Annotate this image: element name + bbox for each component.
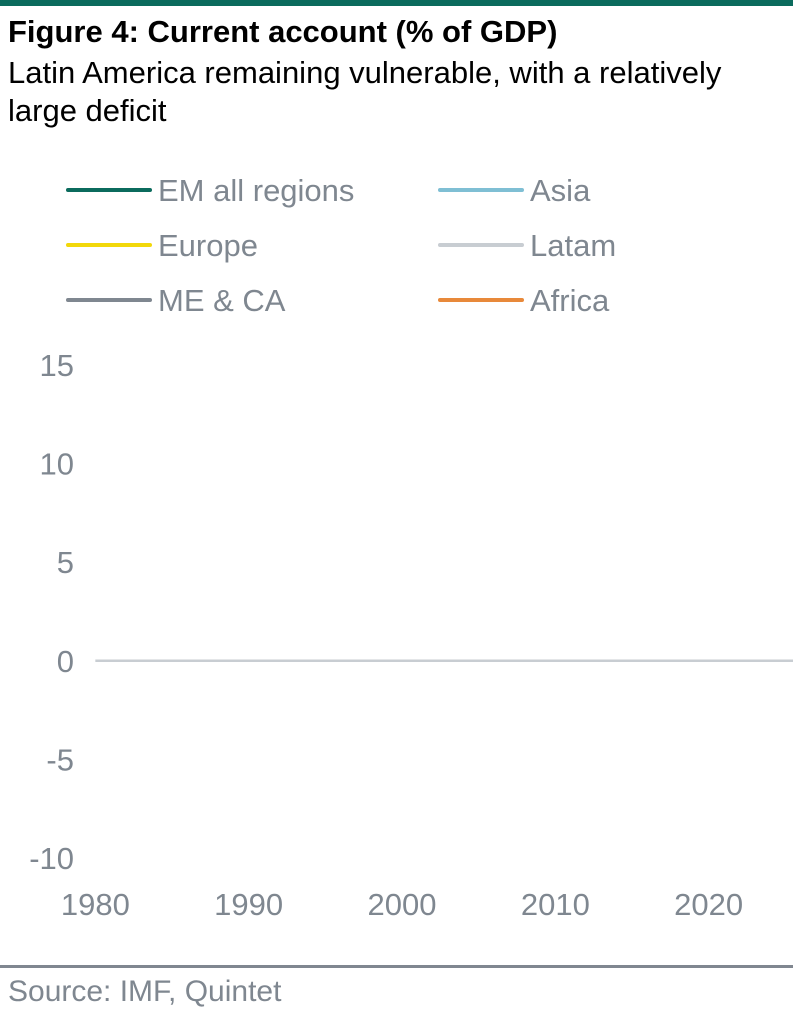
x-tick-label: 2000: [368, 887, 437, 922]
y-tick-label: 0: [57, 644, 74, 679]
top-accent-rule: [0, 0, 793, 6]
legend-label-asia: Asia: [530, 173, 591, 208]
x-tick-label: 2020: [674, 887, 743, 922]
y-axis: 15 10 5 0 -5 -10: [29, 348, 74, 876]
x-tick-label: 1980: [61, 887, 130, 922]
source-note: Source: IMF, Quintet: [8, 975, 282, 1008]
legend-label-latam: Latam: [530, 228, 616, 263]
line-chart: EM all regions Asia Europe Latam ME & CA Afri…: [29, 173, 793, 922]
y-tick-label: 15: [40, 348, 74, 383]
legend-label-africa: Africa: [530, 283, 610, 318]
chart-title: Figure 4: Current account (% of GDP): [8, 14, 558, 49]
legend-label-em-all-regions: EM all regions: [158, 173, 354, 208]
chart-legend: EM all regions Asia Europe Latam ME & CA Afri…: [66, 173, 616, 318]
x-tick-label: 1990: [214, 887, 283, 922]
y-tick-label: 5: [57, 545, 74, 580]
y-tick-label: -5: [46, 742, 74, 777]
legend-label-europe: Europe: [158, 228, 258, 263]
footer-rule: [0, 965, 793, 968]
x-tick-label: 2010: [521, 887, 590, 922]
y-tick-label: 10: [40, 447, 74, 482]
x-axis: 1980 1990 2000 2010 2020: [61, 887, 743, 922]
legend-label-me-ca: ME & CA: [158, 283, 286, 318]
chart-subtitle: Latin America remaining vulnerable, with…: [8, 55, 722, 128]
y-tick-label: -10: [29, 841, 74, 876]
